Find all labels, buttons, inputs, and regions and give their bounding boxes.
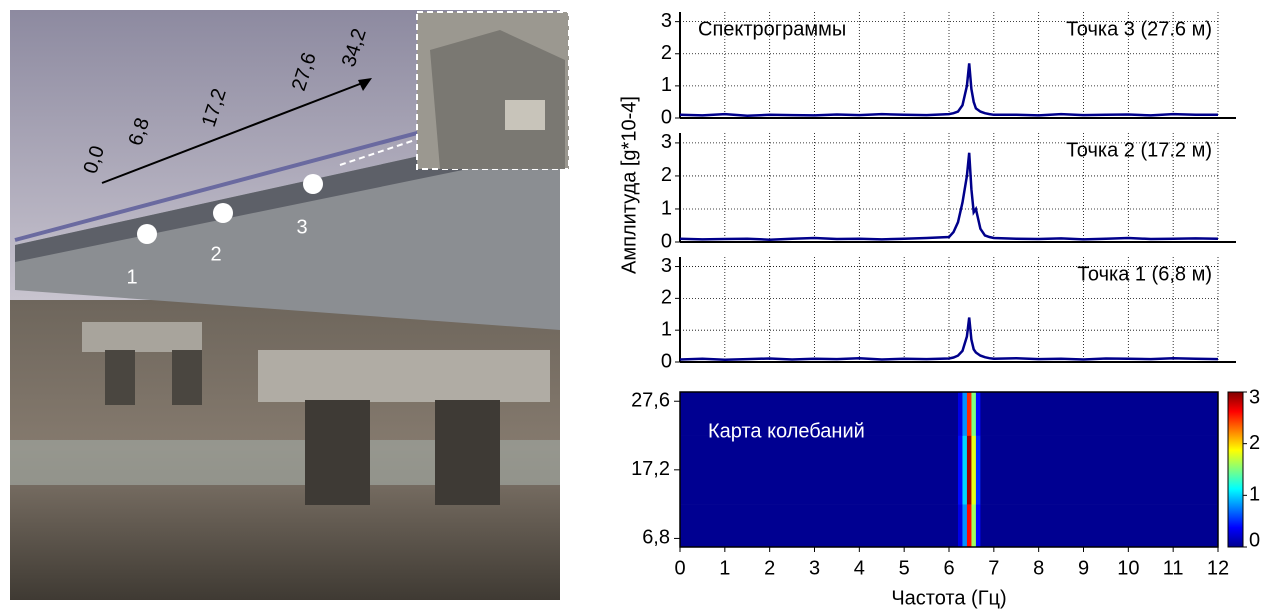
colorbar-tick-label: 1 [1249,484,1260,506]
spectrum-line [679,317,1219,362]
photo-pier-cap [82,322,202,352]
y-tick-label: 1 [661,318,672,340]
y-tick-label: 2 [661,287,672,309]
heat-cell [966,392,972,436]
photo-inset-detail [430,30,565,169]
arrow-head [358,78,372,91]
colorbar-tick-label: 3 [1249,386,1260,408]
heat-cell [975,392,981,436]
point-label: 1 [126,266,137,288]
plot-area [680,12,1218,118]
x-axis-label: Частота (Гц) [891,587,1006,609]
heat-cell [980,435,1219,505]
x-tick-label: 0 [674,557,685,579]
heat-cell [957,392,963,436]
heat-cell [975,435,981,505]
heat-cell [680,435,959,505]
y-tick-label: 27,6 [631,390,670,412]
heat-cell [980,504,1219,548]
heat-cell [980,392,1219,436]
x-tick-label: 7 [988,557,999,579]
x-tick-label: 12 [1207,557,1229,579]
annotation: Спектрограммы [698,18,846,40]
photo-pier [105,350,135,405]
photo-pier [305,400,370,505]
distance-arrow [101,81,366,184]
colorbar [1227,391,1244,548]
y-tick-label: 2 [661,164,672,186]
heat-cell [971,435,977,505]
heat-cell [962,504,968,548]
photo-pier [435,400,500,505]
x-tick-label: 1 [719,557,730,579]
heat-cell [962,435,968,505]
photo-pier-cap [258,350,550,402]
point-label: 2 [210,243,221,265]
photo-inset-sensor [505,100,545,130]
spectrum-line [679,152,1219,241]
heat-cell [962,392,968,436]
chart-title: Точка 2 (17.2 м) [1066,139,1212,161]
x-tick-label: 6 [943,557,954,579]
inset-pointer [339,139,416,166]
x-tick-label: 4 [854,557,865,579]
y-axis-label: Амплитуда [g*10-4] [618,96,640,274]
x-tick-label: 5 [899,557,910,579]
heat-cell [957,435,963,505]
chart-title: Точка 1 (6,8 м) [1077,263,1212,285]
spectrum-line [679,63,1218,118]
y-tick-label: 3 [661,131,672,153]
heat-cell [971,504,977,548]
chart-title: Точка 3 (27.6 м) [1066,18,1212,40]
x-tick-label: 2 [764,557,775,579]
y-tick-label: 17,2 [631,458,670,480]
y-tick-label: 0 [661,106,672,128]
y-tick-label: 3 [661,10,672,32]
heat-cell [966,504,972,548]
heat-cell [975,504,981,548]
y-tick-label: 3 [661,255,672,277]
y-tick-label: 1 [661,74,672,96]
sensor-point [303,174,323,194]
heat-cell [957,504,963,548]
y-tick-label: 0 [661,350,672,372]
x-tick-label: 10 [1117,557,1139,579]
annotation: Карта колебаний [708,420,865,442]
photo-pier [172,350,202,405]
point-label: 3 [296,216,307,238]
heat-cell [680,504,959,548]
y-tick-label: 0 [661,230,672,252]
x-tick-label: 3 [809,557,820,579]
x-tick-label: 9 [1078,557,1089,579]
photo [10,10,570,600]
y-tick-label: 6,8 [642,527,670,549]
colorbar-tick-label: 2 [1249,432,1260,454]
y-tick-label: 2 [661,42,672,64]
x-tick-label: 8 [1033,557,1044,579]
heat-cell [966,435,972,505]
heat-cell [680,392,959,436]
x-tick-label: 11 [1163,557,1184,579]
heat-cell [971,392,977,436]
sensor-point [137,224,157,244]
sensor-point [213,203,233,223]
colorbar-tick-label: 0 [1249,529,1260,551]
y-tick-label: 1 [661,197,672,219]
